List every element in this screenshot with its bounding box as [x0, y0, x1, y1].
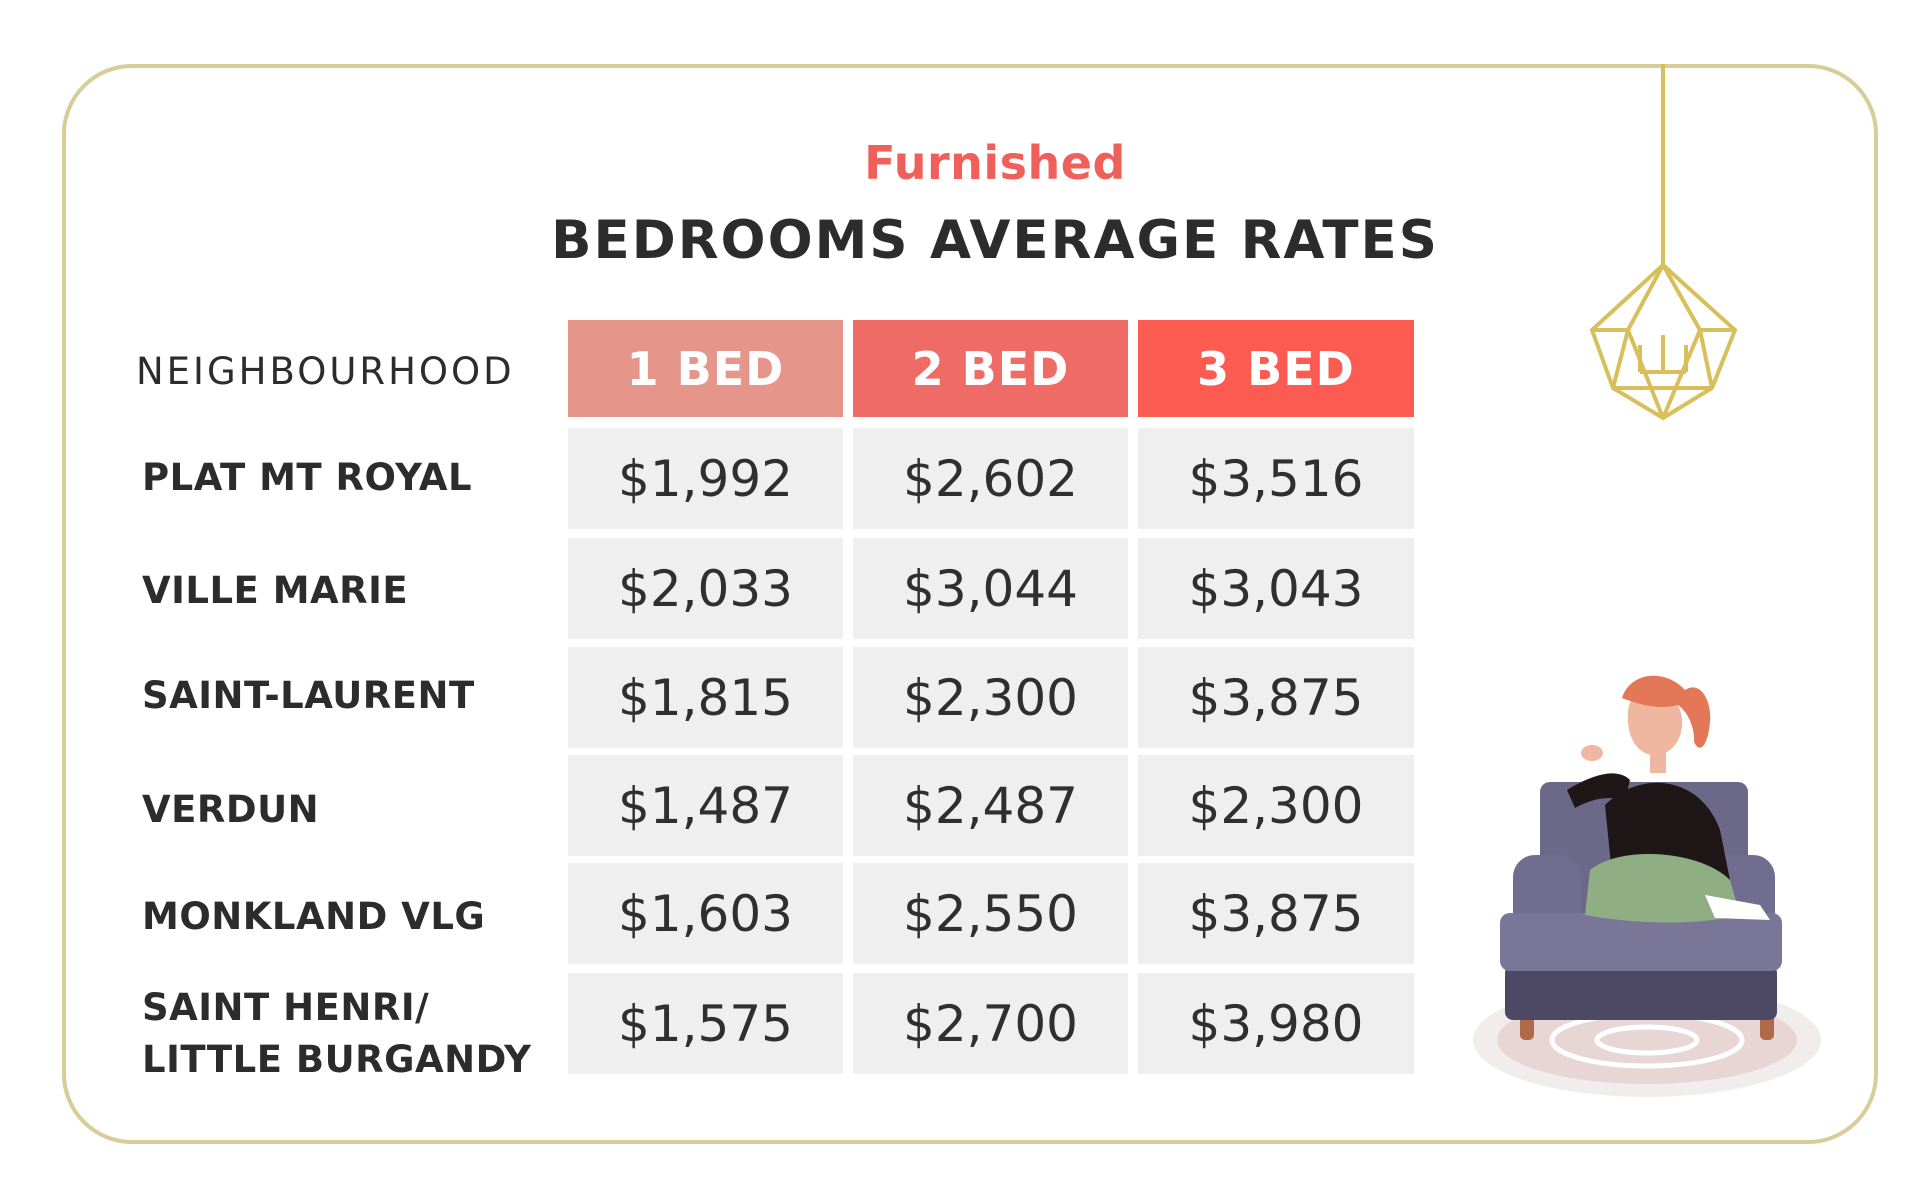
rate-cell: $2,700	[853, 973, 1128, 1074]
row-label: VILLE MARIE	[142, 569, 409, 612]
row-label: VERDUN	[142, 788, 320, 831]
rate-cell: $3,043	[1138, 538, 1414, 639]
row-label: SAINT-LAURENT	[142, 674, 475, 717]
rate-cell: $2,033	[568, 538, 843, 639]
header-2-bed: 2 BED	[853, 320, 1128, 417]
rate-cell: $1,815	[568, 647, 843, 748]
row-label: MONKLAND VLG	[142, 895, 486, 938]
row-label: SAINT HENRI/LITTLE BURGANDY	[142, 986, 532, 1081]
rate-cell: $3,875	[1138, 647, 1414, 748]
rate-cell: $2,602	[853, 428, 1128, 529]
rate-cell: $3,980	[1138, 973, 1414, 1074]
row-label: PLAT MT ROYAL	[142, 456, 473, 499]
header-1-bed: 1 BED	[568, 320, 843, 417]
rate-cell: $1,603	[568, 863, 843, 964]
rate-cell: $1,992	[568, 428, 843, 529]
chandelier-icon	[1589, 64, 1738, 421]
rate-cell: $3,875	[1138, 863, 1414, 964]
chart-subtitle: Furnished	[864, 136, 1126, 190]
rate-cell: $2,300	[1138, 755, 1414, 856]
rate-cell: $2,300	[853, 647, 1128, 748]
woman-figure-icon	[1567, 675, 1770, 923]
rate-cell: $1,487	[568, 755, 843, 856]
rate-cell: $3,044	[853, 538, 1128, 639]
rate-cell: $3,516	[1138, 428, 1414, 529]
rate-cell: $1,575	[568, 973, 843, 1074]
header-3-bed: 3 BED	[1138, 320, 1414, 417]
rate-cell: $2,487	[853, 755, 1128, 856]
chart-title: BEDROOMS AVERAGE RATES	[551, 210, 1439, 271]
neighbourhood-header: NEIGHBOURHOOD	[136, 350, 515, 393]
rate-cell: $2,550	[853, 863, 1128, 964]
